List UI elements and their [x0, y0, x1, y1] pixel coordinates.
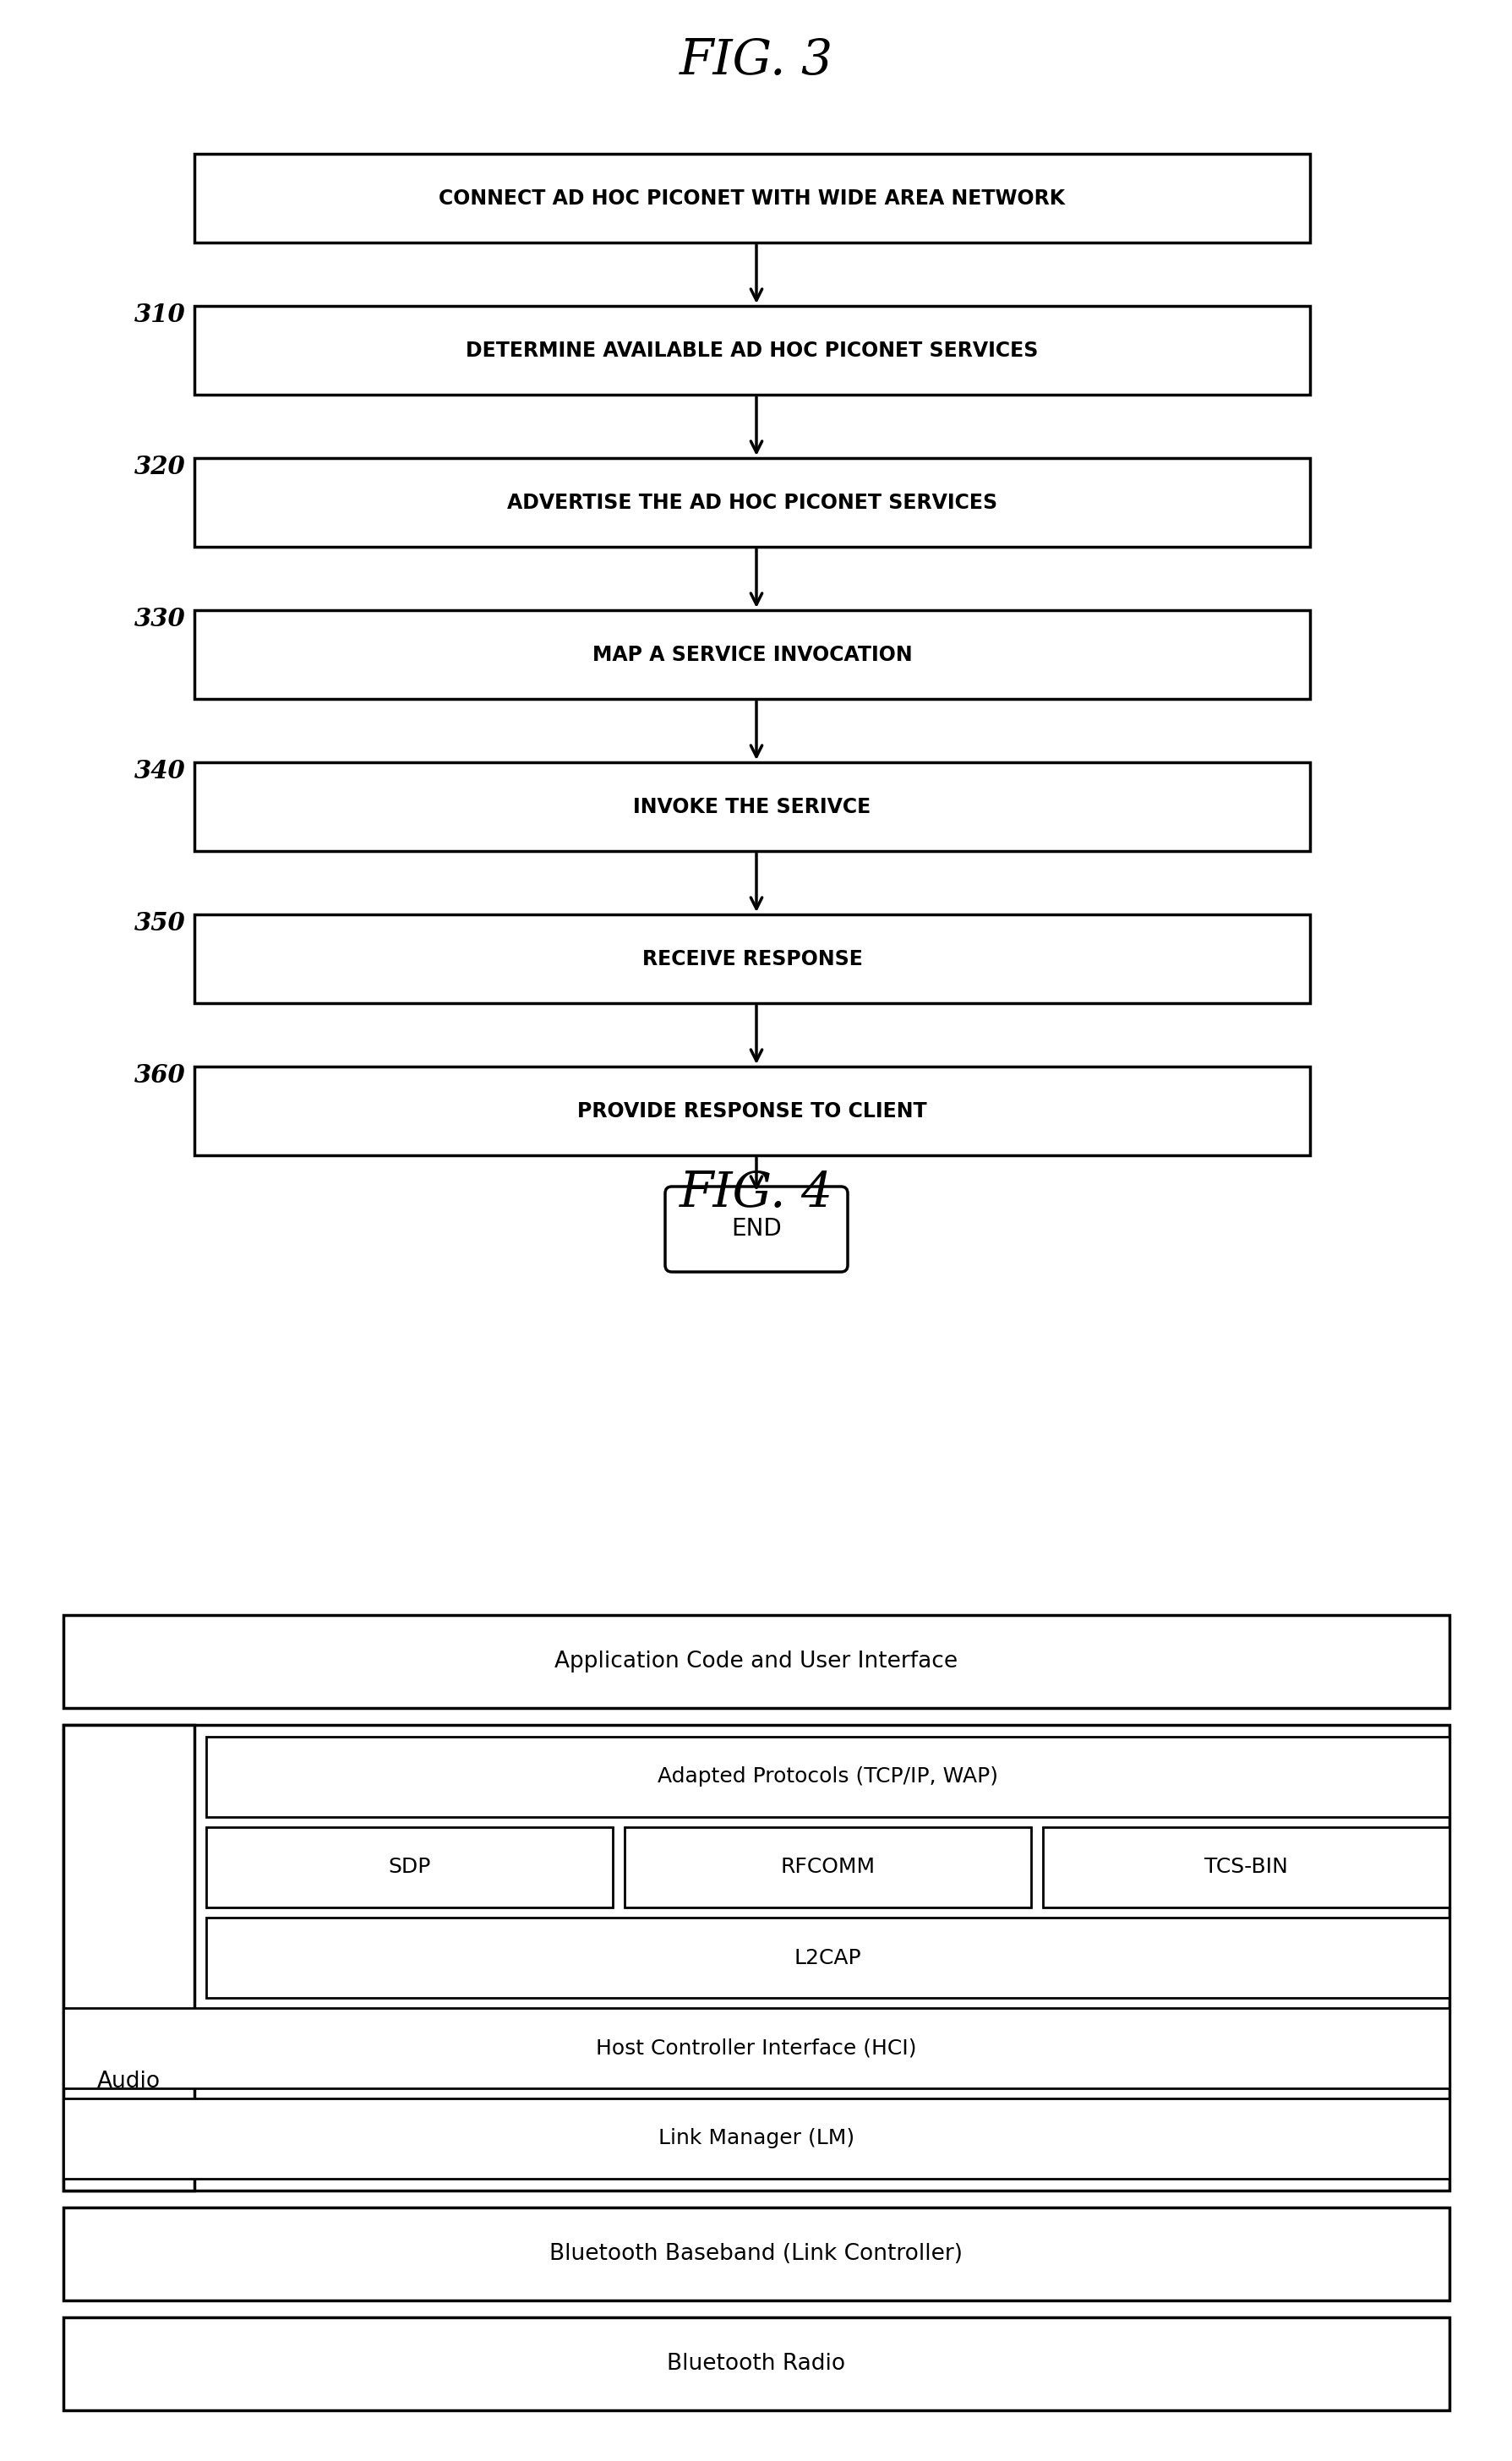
Text: Application Code and User Interface: Application Code and User Interface: [555, 1651, 957, 1673]
Bar: [1042, 1826, 1448, 1907]
Text: FIG. 3: FIG. 3: [679, 37, 833, 84]
Bar: [64, 1614, 1448, 1708]
Text: ADVERTISE THE AD HOC PICONET SERVICES: ADVERTISE THE AD HOC PICONET SERVICES: [507, 492, 996, 512]
Text: 350: 350: [135, 911, 186, 935]
Text: PROVIDE RESPONSE TO CLIENT: PROVIDE RESPONSE TO CLIENT: [578, 1100, 927, 1122]
Bar: [194, 153, 1309, 244]
Text: Audio: Audio: [97, 2070, 160, 2092]
Text: FIG. 4: FIG. 4: [679, 1169, 833, 1218]
Text: RFCOMM: RFCOMM: [780, 1858, 875, 1878]
Text: Bluetooth Baseband (Link Controller): Bluetooth Baseband (Link Controller): [549, 2242, 963, 2264]
Text: 310: 310: [135, 303, 186, 327]
Bar: [206, 1737, 1448, 1816]
Text: 340: 340: [135, 758, 186, 783]
Text: Host Controller Interface (HCI): Host Controller Interface (HCI): [596, 2038, 916, 2057]
Text: Bluetooth Radio: Bluetooth Radio: [667, 2353, 845, 2375]
Bar: [194, 610, 1309, 699]
Text: Link Manager (LM): Link Manager (LM): [658, 2129, 854, 2148]
Bar: [194, 458, 1309, 546]
Text: CONNECT AD HOC PICONET WITH WIDE AREA NETWORK: CONNECT AD HOC PICONET WITH WIDE AREA NE…: [438, 187, 1064, 209]
Bar: [206, 1917, 1448, 1998]
Text: Adapted Protocols (TCP/IP, WAP): Adapted Protocols (TCP/IP, WAP): [658, 1767, 998, 1787]
Bar: [624, 1826, 1031, 1907]
Bar: [64, 2008, 1448, 2089]
Bar: [206, 1826, 612, 1907]
Bar: [64, 1725, 194, 2190]
Bar: [194, 1066, 1309, 1154]
FancyBboxPatch shape: [665, 1186, 847, 1272]
Bar: [64, 1725, 1448, 2190]
Text: DETERMINE AVAILABLE AD HOC PICONET SERVICES: DETERMINE AVAILABLE AD HOC PICONET SERVI…: [466, 340, 1037, 359]
Bar: [194, 305, 1309, 394]
Text: 360: 360: [135, 1063, 186, 1088]
Bar: [194, 763, 1309, 852]
Text: SDP: SDP: [389, 1858, 431, 1878]
Bar: [194, 915, 1309, 1004]
Text: 330: 330: [135, 608, 186, 632]
Bar: [64, 2099, 1448, 2178]
Bar: [64, 2208, 1448, 2301]
Text: MAP A SERVICE INVOCATION: MAP A SERVICE INVOCATION: [591, 645, 912, 664]
Text: INVOKE THE SERIVCE: INVOKE THE SERIVCE: [634, 797, 871, 817]
Text: TCS-BIN: TCS-BIN: [1204, 1858, 1287, 1878]
Text: L2CAP: L2CAP: [794, 1947, 860, 1969]
Text: 320: 320: [135, 455, 186, 480]
Text: END: END: [730, 1218, 782, 1240]
Text: RECEIVE RESPONSE: RECEIVE RESPONSE: [641, 947, 862, 970]
Bar: [64, 2318, 1448, 2409]
